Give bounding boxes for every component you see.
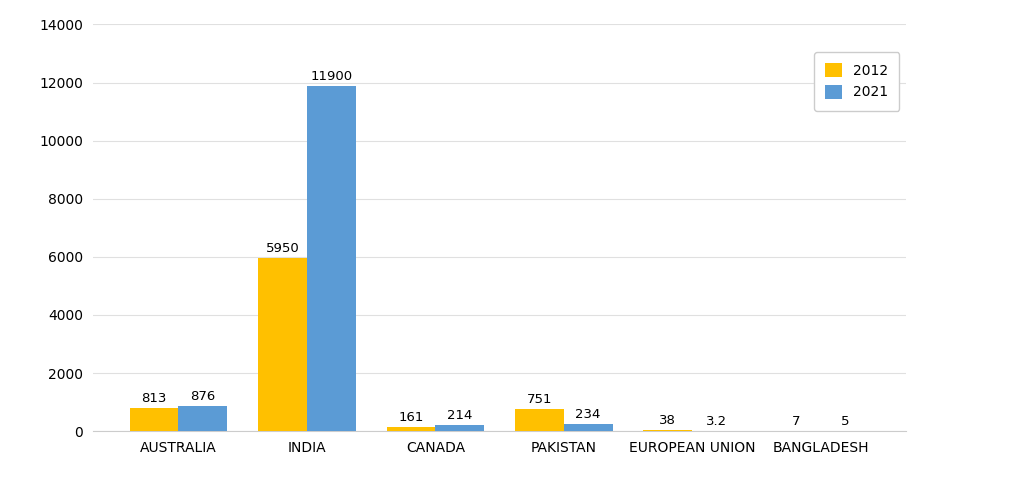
Bar — [436, 425, 484, 431]
Text: 214: 214 — [447, 409, 473, 422]
Text: 5: 5 — [840, 415, 850, 428]
Text: 751: 751 — [526, 393, 552, 407]
Bar — [644, 430, 692, 431]
Text: 234: 234 — [576, 409, 600, 421]
Bar — [259, 258, 307, 431]
Bar — [515, 409, 563, 431]
Text: 11900: 11900 — [310, 70, 352, 83]
Bar — [307, 85, 355, 431]
Text: 38: 38 — [659, 414, 677, 427]
Legend: 2012, 2021: 2012, 2021 — [815, 52, 899, 111]
Bar — [178, 406, 228, 431]
Bar — [563, 424, 613, 431]
Text: 813: 813 — [141, 392, 167, 405]
Bar — [386, 426, 436, 431]
Text: 7: 7 — [792, 415, 800, 428]
Text: 3.2: 3.2 — [706, 415, 727, 428]
Text: 876: 876 — [191, 390, 215, 403]
Text: 161: 161 — [399, 411, 423, 424]
Text: 5950: 5950 — [266, 243, 300, 255]
Bar — [130, 408, 178, 431]
